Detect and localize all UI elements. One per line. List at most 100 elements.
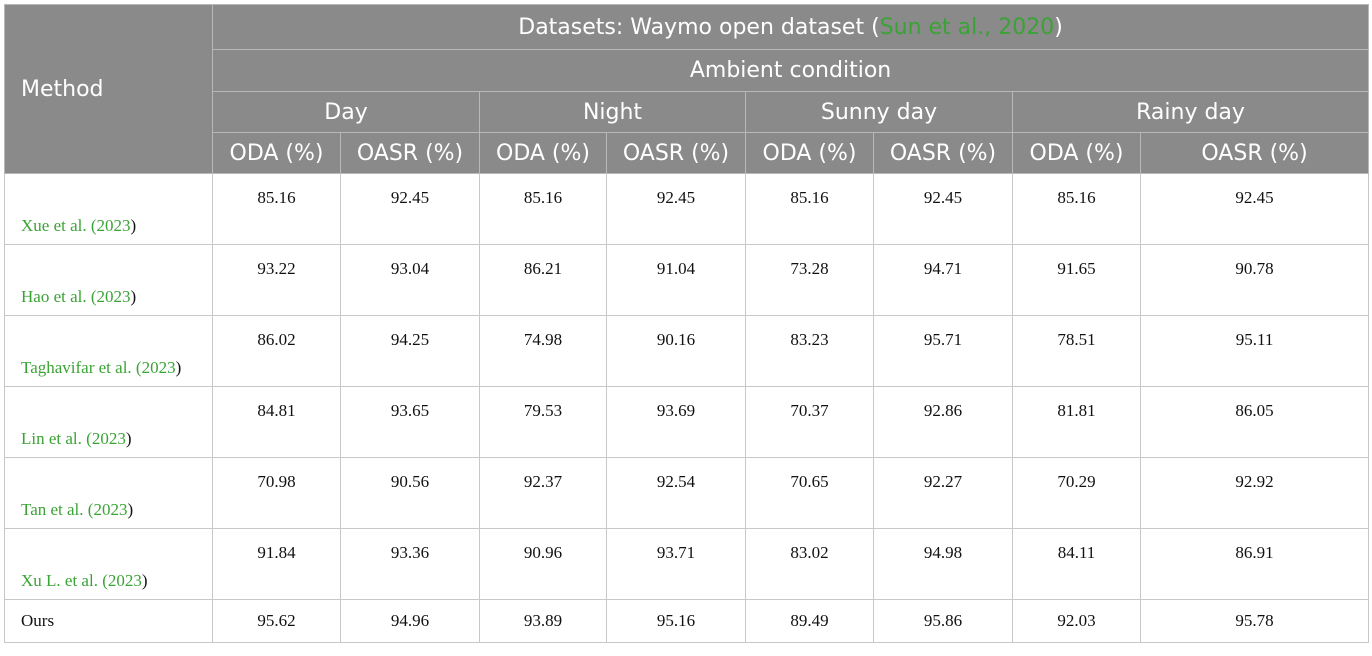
method-name: ) bbox=[141, 571, 148, 590]
method-cell: Xue et al. (2023) bbox=[4, 173, 213, 245]
value-cell: 70.37 bbox=[745, 386, 874, 458]
condition-header: Night bbox=[479, 91, 746, 133]
method-name: Xu L. et al. ( bbox=[21, 571, 108, 590]
value-cell: 78.51 bbox=[1012, 315, 1141, 387]
table-row: Ours 95.62 94.96 93.89 95.16 89.49 95.86 92.03 9… bbox=[4, 599, 1370, 643]
citation-year: 2023 bbox=[107, 571, 142, 590]
value-cell: 74.98 bbox=[479, 315, 607, 387]
table-body: Xue et al. (2023) 85.16 92.45 85.16 92.45 85.… bbox=[4, 173, 1370, 643]
value-cell: 95.86 bbox=[873, 599, 1013, 643]
value-cell: 92.27 bbox=[873, 457, 1013, 529]
citation-year: 2023 bbox=[91, 429, 126, 448]
value-cell: 92.37 bbox=[479, 457, 607, 529]
value-cell: 86.21 bbox=[479, 244, 607, 316]
table-row: Xu L. et al. (2023) 91.84 93.36 90.96 93.71 8… bbox=[4, 528, 1370, 600]
value-cell: 70.65 bbox=[745, 457, 874, 529]
method-name: Xue et al. ( bbox=[21, 216, 97, 235]
metric-header: ODA (%) bbox=[212, 132, 341, 174]
metric-header: ODA (%) bbox=[1012, 132, 1141, 174]
citation: Sun et al., 2020 bbox=[879, 14, 1055, 40]
value-cell: 93.22 bbox=[212, 244, 341, 316]
value-cell: 90.78 bbox=[1139, 244, 1370, 316]
citation-year: 2023 bbox=[96, 216, 131, 235]
value-cell: 86.05 bbox=[1139, 386, 1370, 458]
header-row: ODA (%) OASR (%) ODA (%) OASR (%) ODA (%) OAS… bbox=[5, 132, 1370, 174]
value-cell: 83.23 bbox=[745, 315, 874, 387]
value-cell: 95.62 bbox=[212, 599, 341, 643]
table-row: Xue et al. (2023) 85.16 92.45 85.16 92.45 85.… bbox=[4, 173, 1370, 245]
ambient-header: Ambient condition bbox=[211, 49, 1370, 92]
value-cell: 91.04 bbox=[606, 244, 746, 316]
method-cell: Taghavifar et al. (2023) bbox=[4, 315, 213, 387]
value-cell: 86.02 bbox=[212, 315, 341, 387]
value-cell: 79.53 bbox=[479, 386, 607, 458]
value-cell: 95.71 bbox=[873, 315, 1013, 387]
value-cell: 81.81 bbox=[1012, 386, 1141, 458]
method-name: Ours bbox=[21, 611, 55, 630]
method-name: Hao et al. ( bbox=[21, 287, 97, 306]
method-cell: Lin et al. (2023) bbox=[4, 386, 213, 458]
value-cell: 95.16 bbox=[606, 599, 746, 643]
value-cell: 93.65 bbox=[340, 386, 480, 458]
method-name: ) bbox=[130, 287, 137, 306]
value-cell: 92.45 bbox=[340, 173, 480, 245]
value-cell: 90.96 bbox=[479, 528, 607, 600]
value-cell: 93.69 bbox=[606, 386, 746, 458]
method-name: Tan et al. ( bbox=[21, 500, 94, 519]
citation-year: 2023 bbox=[96, 287, 131, 306]
table-row: Hao et al. (2023) 93.22 93.04 86.21 91.04 73.… bbox=[4, 244, 1370, 316]
value-cell: 70.98 bbox=[212, 457, 341, 529]
method-name: ) bbox=[125, 429, 132, 448]
header-row: Method Datasets: Waymo open dataset (Sun … bbox=[4, 4, 1370, 174]
value-cell: 95.78 bbox=[1139, 599, 1370, 643]
method-name: Taghavifar et al. ( bbox=[21, 358, 142, 377]
value-cell: 85.16 bbox=[745, 173, 874, 245]
value-cell: 94.96 bbox=[340, 599, 480, 643]
value-cell: 84.81 bbox=[212, 386, 341, 458]
method-name: ) bbox=[175, 358, 182, 377]
value-cell: 92.45 bbox=[1139, 173, 1370, 245]
value-cell: 86.91 bbox=[1139, 528, 1370, 600]
method-cell: Hao et al. (2023) bbox=[4, 244, 213, 316]
title-text: Datasets: Waymo open dataset ( bbox=[518, 14, 880, 40]
value-cell: 92.45 bbox=[606, 173, 746, 245]
value-cell: 93.89 bbox=[479, 599, 607, 643]
title-text: ) bbox=[1054, 14, 1063, 40]
table-row: Lin et al. (2023) 84.81 93.65 79.53 93.69 70.… bbox=[4, 386, 1370, 458]
method-name: ) bbox=[127, 500, 134, 519]
metric-header: OASR (%) bbox=[1139, 132, 1370, 174]
value-cell: 70.29 bbox=[1012, 457, 1141, 529]
value-cell: 92.45 bbox=[873, 173, 1013, 245]
header-row: Day Night Sunny day Rainy day bbox=[5, 91, 1370, 133]
value-cell: 93.36 bbox=[340, 528, 480, 600]
value-cell: 94.71 bbox=[873, 244, 1013, 316]
citation-year: 2023 bbox=[93, 500, 128, 519]
condition-header: Rainy day bbox=[1011, 91, 1370, 133]
value-cell: 91.84 bbox=[212, 528, 341, 600]
method-cell: Xu L. et al. (2023) bbox=[4, 528, 213, 600]
method-cell: Tan et al. (2023) bbox=[4, 457, 213, 529]
condition-header: Sunny day bbox=[745, 91, 1013, 133]
dataset-title: Datasets: Waymo open dataset (Sun et al.… bbox=[211, 4, 1370, 50]
value-cell: 93.04 bbox=[340, 244, 480, 316]
value-cell: 94.25 bbox=[340, 315, 480, 387]
table-row: Taghavifar et al. (2023) 86.02 94.25 74.98 9… bbox=[4, 315, 1370, 387]
value-cell: 90.56 bbox=[340, 457, 480, 529]
condition-header: Day bbox=[212, 91, 480, 133]
value-cell: 92.86 bbox=[873, 386, 1013, 458]
method-name: ) bbox=[130, 216, 137, 235]
value-cell: 91.65 bbox=[1012, 244, 1141, 316]
metric-header: OASR (%) bbox=[873, 132, 1013, 174]
metric-header: ODA (%) bbox=[479, 132, 607, 174]
table-row: Tan et al. (2023) 70.98 90.56 92.37 92.54 70.… bbox=[4, 457, 1370, 529]
metric-header: ODA (%) bbox=[745, 132, 874, 174]
results-table: Method Datasets: Waymo open dataset (Sun … bbox=[4, 4, 1370, 643]
value-cell: 85.16 bbox=[1012, 173, 1141, 245]
value-cell: 93.71 bbox=[606, 528, 746, 600]
table-header: Method Datasets: Waymo open dataset (Sun … bbox=[4, 4, 1370, 174]
value-cell: 92.92 bbox=[1139, 457, 1370, 529]
metric-header: OASR (%) bbox=[606, 132, 746, 174]
value-cell: 92.54 bbox=[606, 457, 746, 529]
metric-header: OASR (%) bbox=[340, 132, 480, 174]
